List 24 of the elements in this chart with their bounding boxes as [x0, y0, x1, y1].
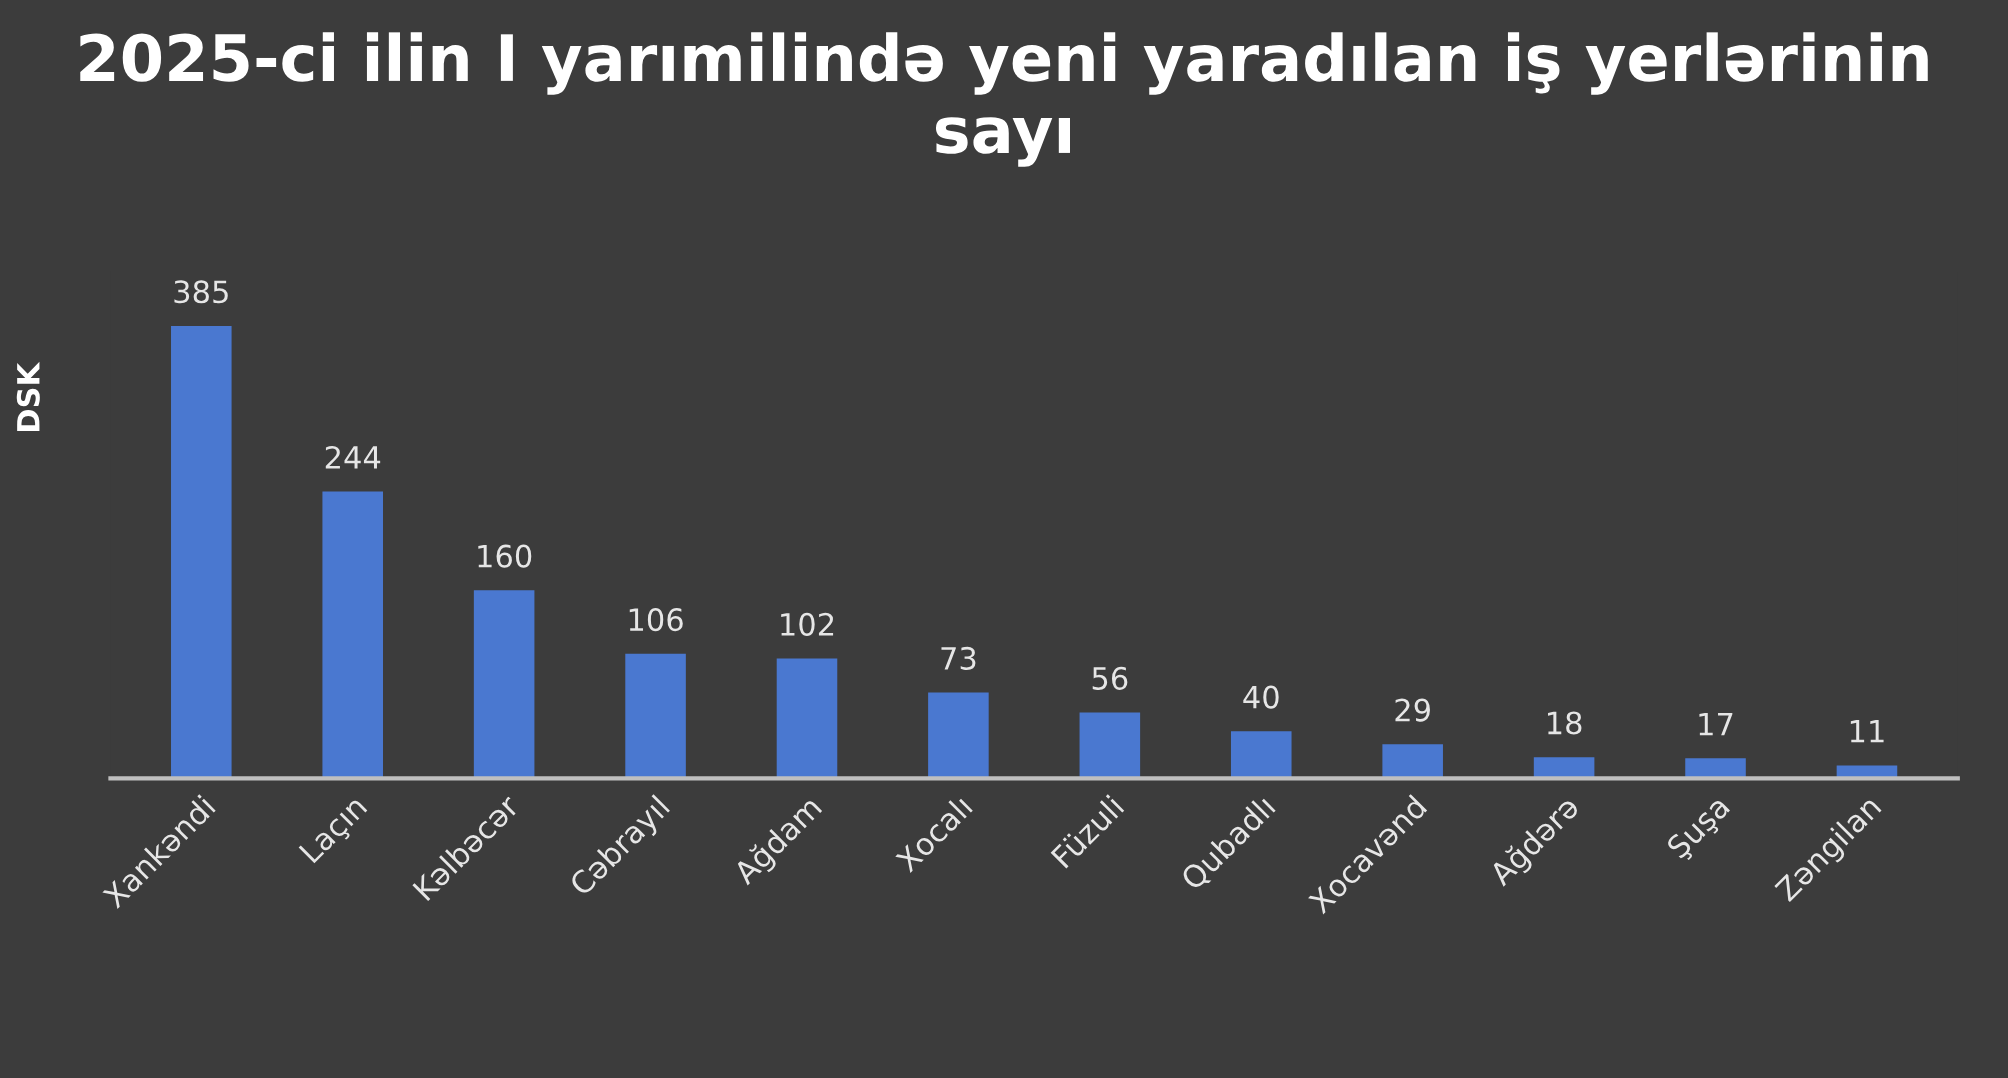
bar: [1382, 744, 1443, 779]
data-label: 40: [1243, 685, 1279, 709]
bar: [928, 692, 989, 779]
bar: [1685, 758, 1746, 779]
y-axis-title: DSK: [16, 361, 40, 432]
bar: [1230, 731, 1292, 779]
data-label: 11: [1850, 720, 1884, 743]
chart-title: 2025-ci ilin I yarımilində yeni yaradılan iş yerlərinin sayı: [80, 32, 1928, 167]
data-label: 106: [629, 608, 683, 632]
data-label: 56: [1092, 666, 1128, 690]
data-label: 385: [174, 280, 228, 304]
bar: [1079, 712, 1141, 779]
data-label: 244: [325, 445, 381, 469]
bar: [473, 590, 535, 779]
bar: [171, 325, 232, 779]
data-label: 17: [1699, 713, 1733, 736]
bar: [322, 491, 383, 779]
data-label: 18: [1548, 711, 1582, 735]
data-label: 73: [941, 646, 976, 670]
data-label: 29: [1395, 698, 1430, 722]
data-label: 102: [781, 612, 834, 636]
bar: [776, 658, 838, 779]
bar: [625, 653, 686, 779]
data-label: 160: [478, 544, 532, 568]
